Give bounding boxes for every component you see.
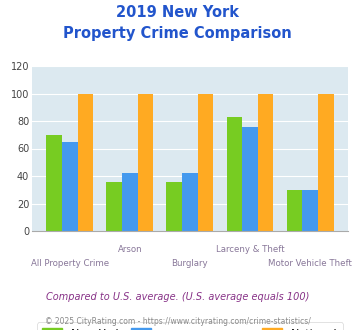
- Bar: [302, 190, 318, 231]
- Text: Compared to U.S. average. (U.S. average equals 100): Compared to U.S. average. (U.S. average …: [46, 292, 309, 302]
- Text: Motor Vehicle Theft: Motor Vehicle Theft: [268, 259, 352, 268]
- Text: Property Crime Comparison: Property Crime Comparison: [63, 26, 292, 41]
- Bar: [258, 93, 273, 231]
- Text: Arson: Arson: [118, 245, 142, 254]
- Bar: [318, 93, 334, 231]
- Bar: [226, 117, 242, 231]
- Bar: [166, 182, 182, 231]
- Bar: [46, 135, 62, 231]
- Bar: [106, 182, 122, 231]
- Bar: [138, 93, 153, 231]
- Bar: [198, 93, 213, 231]
- Text: All Property Crime: All Property Crime: [31, 259, 109, 268]
- Bar: [287, 190, 302, 231]
- Text: © 2025 CityRating.com - https://www.cityrating.com/crime-statistics/: © 2025 CityRating.com - https://www.city…: [45, 317, 310, 326]
- Text: Larceny & Theft: Larceny & Theft: [216, 245, 284, 254]
- Bar: [62, 142, 77, 231]
- Text: Burglary: Burglary: [171, 259, 208, 268]
- Legend: New York, New York (State), National: New York, New York (State), National: [37, 322, 343, 330]
- Bar: [77, 93, 93, 231]
- Bar: [182, 173, 198, 231]
- Bar: [122, 173, 138, 231]
- Text: 2019 New York: 2019 New York: [116, 5, 239, 20]
- Bar: [242, 126, 258, 231]
